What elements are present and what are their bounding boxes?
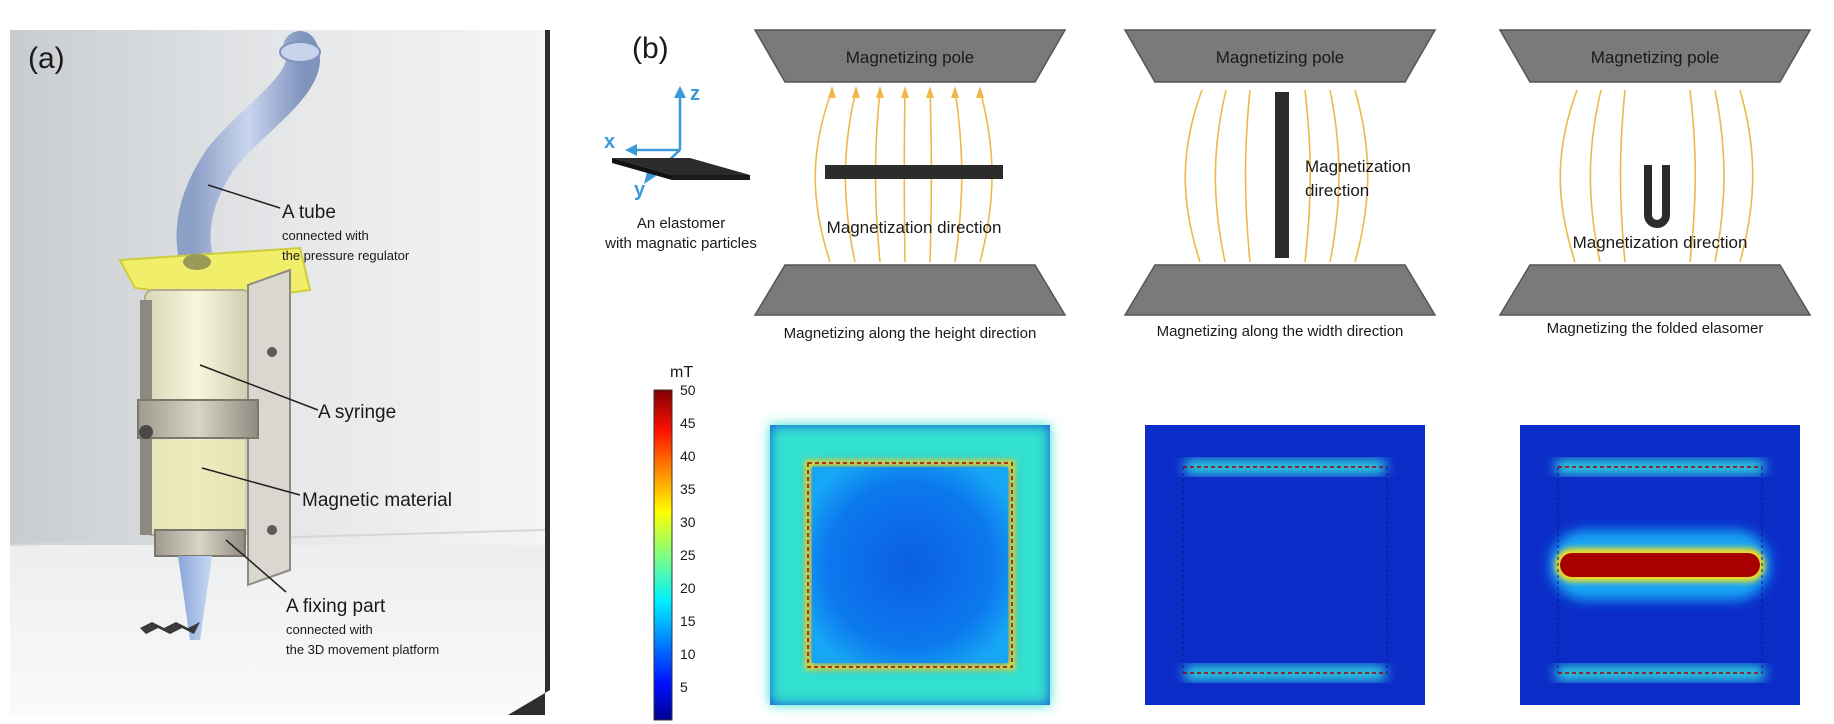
magnetic-material bbox=[150, 440, 245, 530]
tube-callout-title: A tube bbox=[282, 202, 336, 223]
coordinate-axes: z x y bbox=[604, 83, 700, 201]
colorbar-tick-label: 35 bbox=[680, 481, 696, 497]
elastomer-sheet bbox=[612, 158, 750, 175]
elastomer-caption-1: An elastomer bbox=[637, 215, 725, 232]
field-map-folded bbox=[1520, 425, 1800, 705]
pole-top bbox=[1123, 29, 1437, 83]
axis-z-label: z bbox=[690, 83, 700, 105]
colorbar-ticks: 50 45 40 35 30 25 20 15 10 5 bbox=[680, 382, 696, 695]
pole-bottom bbox=[1123, 264, 1437, 316]
setup-caption: Magnetizing the folded elasomer bbox=[1547, 320, 1764, 337]
direction-label: Magnetization direction bbox=[1573, 233, 1748, 252]
clamp-ring-top bbox=[137, 399, 259, 439]
colorbar-tick-label: 30 bbox=[680, 514, 696, 530]
leader-tube bbox=[207, 184, 281, 209]
axis-x-label: x bbox=[604, 131, 615, 153]
pole-top bbox=[753, 29, 1067, 83]
panel-a: (a) A tube connected with the pressure r… bbox=[9, 30, 550, 715]
colorbar-tick-label: 50 bbox=[680, 382, 696, 398]
tube bbox=[176, 31, 320, 282]
fixing-callout-title: A fixing part bbox=[286, 596, 386, 617]
sample-bar bbox=[1275, 92, 1289, 258]
nozzle bbox=[178, 556, 212, 640]
panel-b-label: (b) bbox=[632, 32, 669, 65]
direction-label: Magnetization direction bbox=[827, 218, 1002, 237]
field-map-height bbox=[770, 425, 1050, 705]
colorbar-tick-label: 5 bbox=[680, 679, 688, 695]
direction-label-1: Magnetization bbox=[1305, 157, 1411, 176]
colorbar-tick-label: 45 bbox=[680, 415, 696, 431]
pole-top-label: Magnetizing pole bbox=[846, 48, 975, 67]
field-lines bbox=[1184, 89, 1369, 263]
pole-bottom bbox=[753, 264, 1067, 316]
sample-bar bbox=[825, 165, 1003, 179]
folded-sample bbox=[1644, 165, 1670, 228]
pole-bottom bbox=[1498, 264, 1812, 316]
tube-callout-sub2: the pressure regulator bbox=[282, 248, 410, 263]
tube-callout-sub1: connected with bbox=[282, 228, 369, 243]
leader-syringe bbox=[199, 364, 319, 411]
scene-floor bbox=[10, 545, 545, 715]
setup-caption: Magnetizing along the height direction bbox=[784, 325, 1037, 342]
axis-y-label: y bbox=[634, 179, 646, 201]
leader-magnetic bbox=[201, 467, 301, 496]
pole-top-label: Magnetizing pole bbox=[1591, 48, 1720, 67]
colorbar-unit: mT bbox=[670, 364, 693, 381]
setup-folded: Magnetizing pole Magnetization direction… bbox=[1498, 29, 1812, 337]
pole-top bbox=[1498, 29, 1812, 83]
panel-b: (b) z x y An elastomer with magnatic par… bbox=[604, 29, 1812, 721]
field-map-width bbox=[1145, 425, 1425, 705]
colorbar: mT 50 45 40 35 30 25 20 15 10 5 bbox=[653, 364, 696, 721]
colorbar-gradient bbox=[653, 389, 673, 721]
setup-width: Magnetizing pole Magnetization direction… bbox=[1123, 29, 1437, 340]
colorbar-tick-label: 40 bbox=[680, 448, 696, 464]
pole-top-label: Magnetizing pole bbox=[1216, 48, 1345, 67]
direction-label-2: direction bbox=[1305, 181, 1369, 200]
panel-a-label: (a) bbox=[28, 42, 65, 75]
scene-edge bbox=[508, 30, 550, 715]
fixing-callout-sub2: the 3D movement platform bbox=[286, 642, 439, 657]
magnetic-callout: Magnetic material bbox=[302, 490, 452, 511]
printed-sample bbox=[140, 622, 200, 634]
setup-height: Magnetizing pole Magnetization direction… bbox=[753, 29, 1067, 342]
setup-caption: Magnetizing along the width direction bbox=[1157, 323, 1404, 340]
fixing-callout-sub1: connected with bbox=[286, 622, 373, 637]
syringe-callout: A syringe bbox=[318, 402, 396, 423]
colorbar-tick-label: 10 bbox=[680, 646, 696, 662]
elastomer-caption-2: with magnatic particles bbox=[604, 235, 757, 252]
field-lines bbox=[1559, 89, 1754, 263]
colorbar-tick-label: 20 bbox=[680, 580, 696, 596]
clamp-ring-bottom bbox=[154, 529, 246, 557]
colorbar-tick-label: 25 bbox=[680, 547, 696, 563]
colorbar-tick-label: 15 bbox=[680, 613, 696, 629]
leader-fixing bbox=[225, 539, 287, 593]
fixing-plate bbox=[247, 268, 291, 587]
